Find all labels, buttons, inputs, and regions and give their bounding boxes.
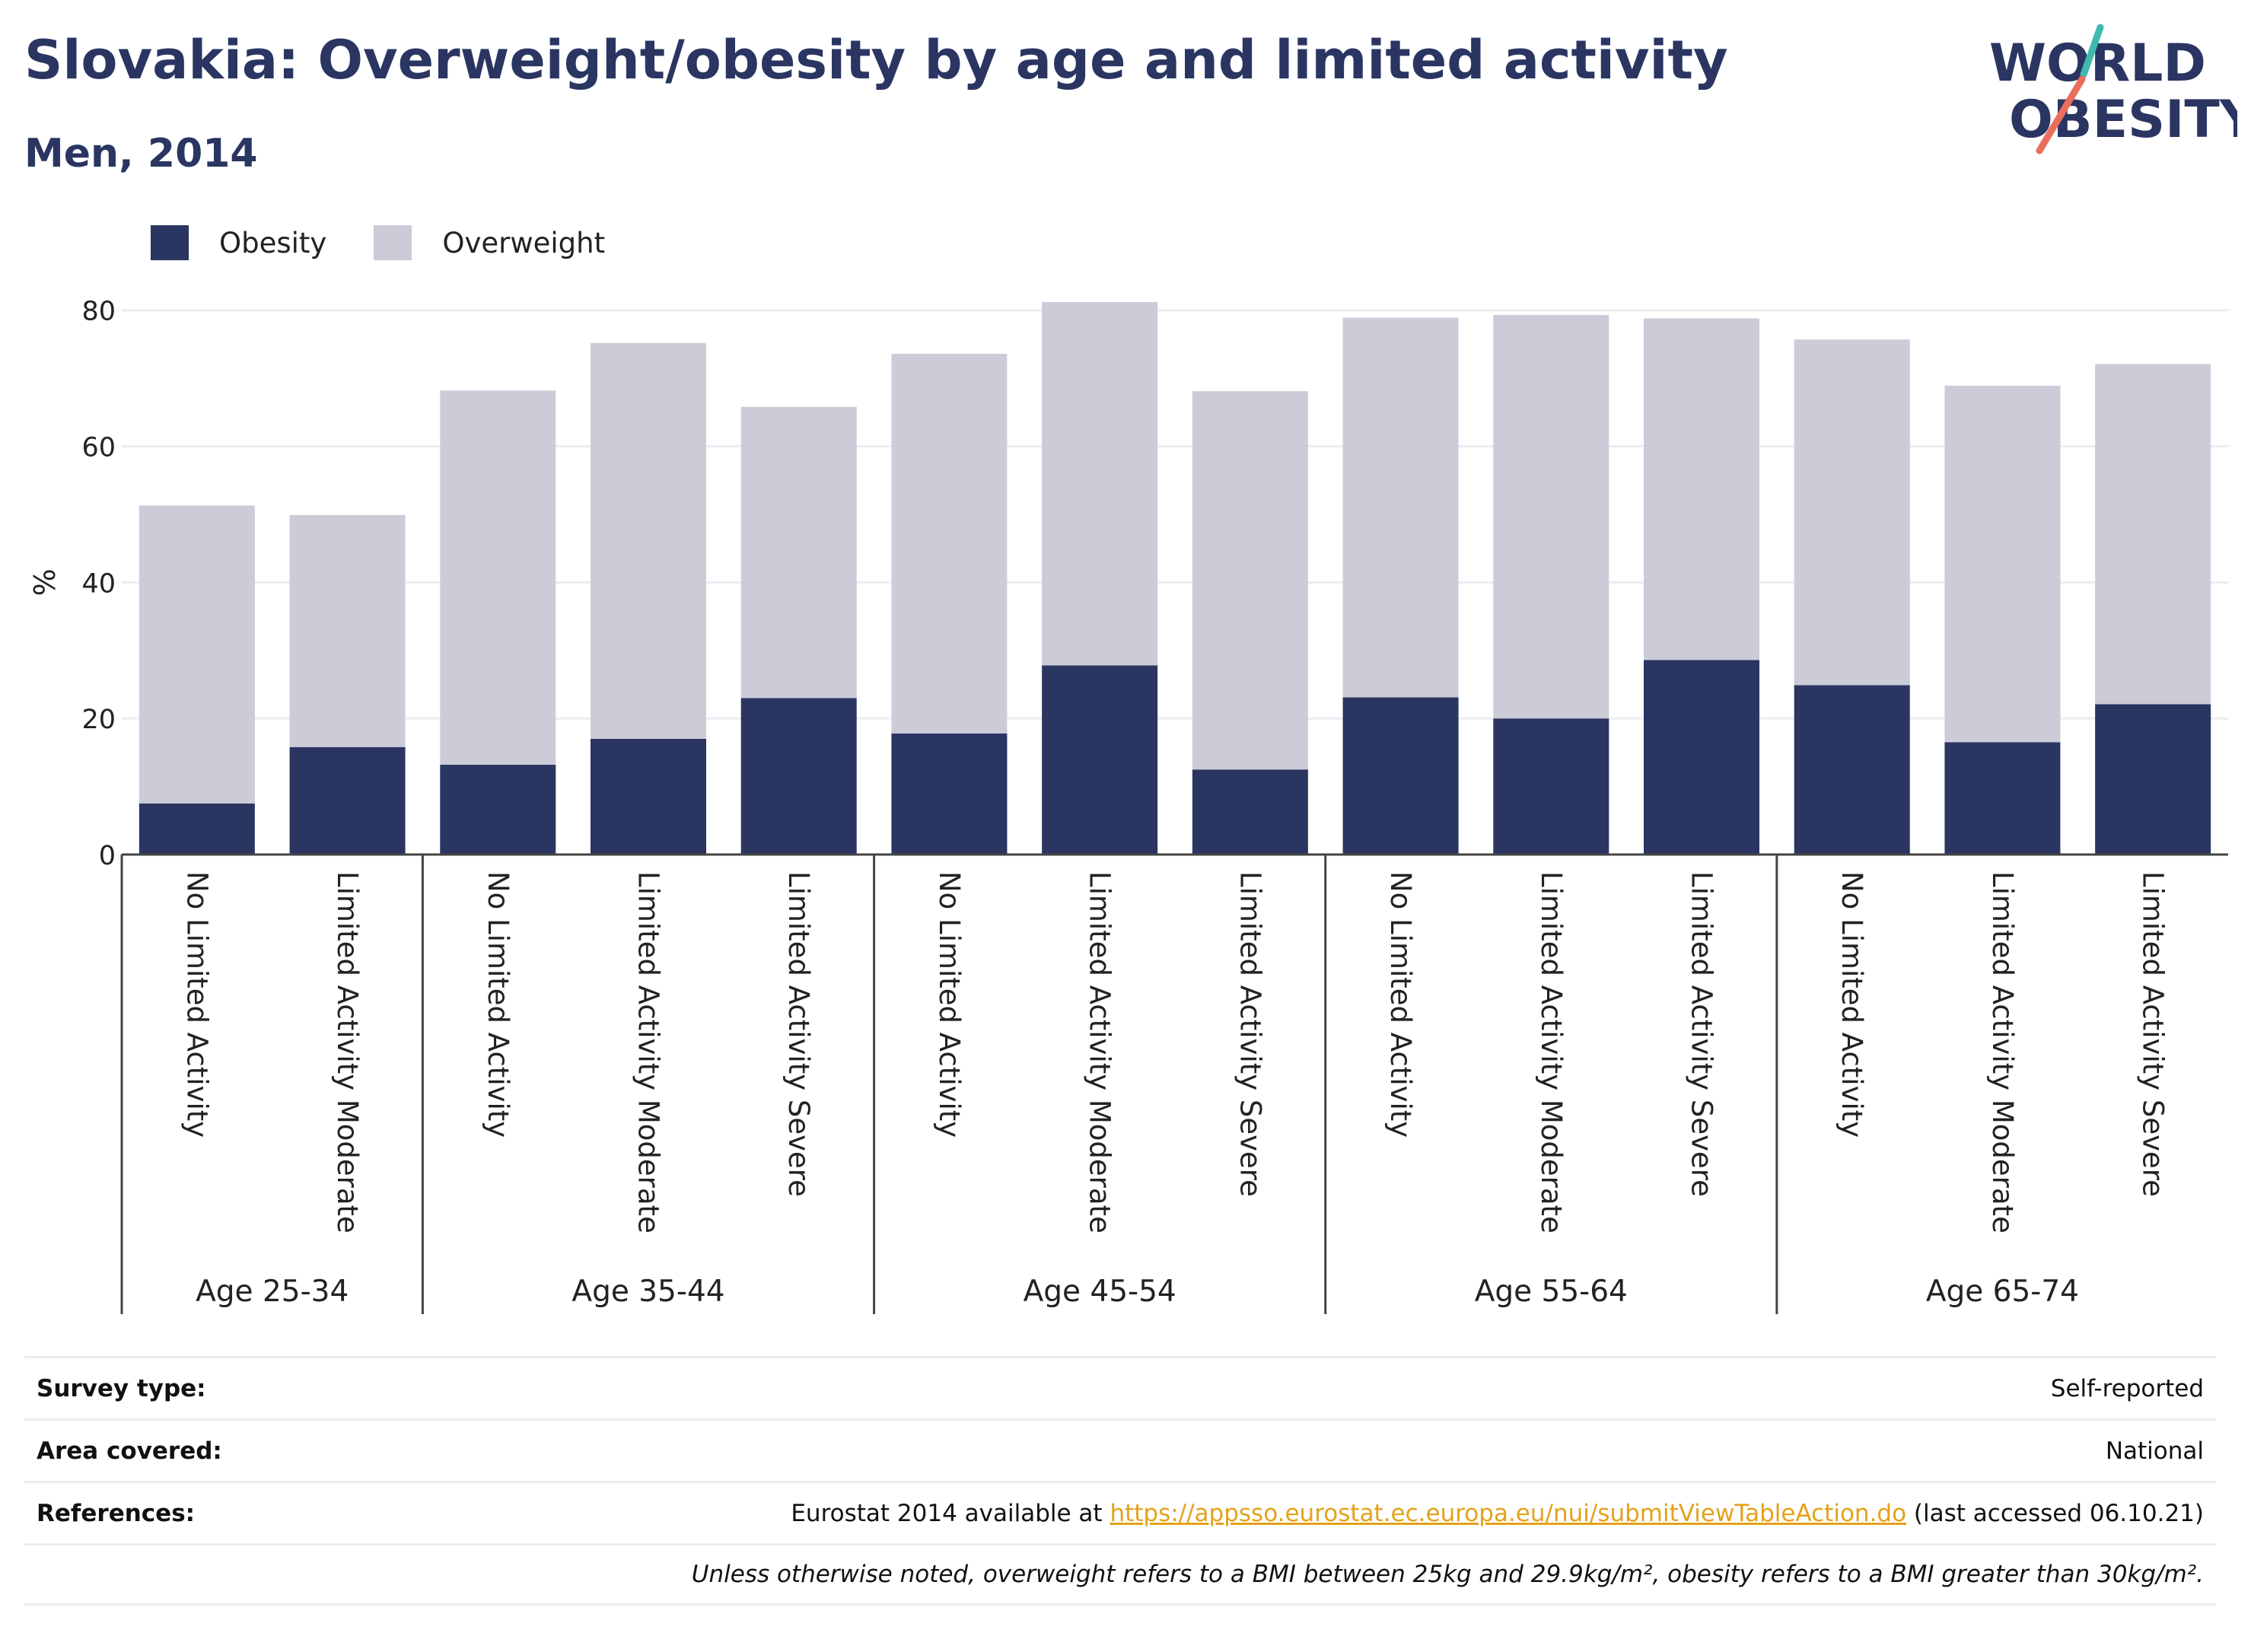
- bar-overweight: [138, 505, 255, 804]
- bar-overweight: [1042, 301, 1158, 666]
- bar-overweight: [740, 406, 857, 699]
- bar-overweight: [1794, 339, 1910, 686]
- references-prefix: Eurostat 2014 available at: [791, 1499, 1110, 1527]
- group-label: Age 45-54: [1024, 1275, 1176, 1309]
- legend-swatch-obesity: [151, 225, 189, 260]
- bar-obesity: [891, 733, 1008, 855]
- survey-type-label: Survey type:: [37, 1374, 206, 1402]
- x-tick-label: Limited Activity Moderate: [1084, 871, 1116, 1233]
- x-tick-label: No Limited Activity: [180, 871, 213, 1138]
- bar-overweight: [1944, 385, 2061, 743]
- y-tick-label: 80: [81, 297, 116, 327]
- bar-obesity: [1644, 660, 1759, 855]
- bar-overweight: [289, 514, 406, 747]
- bar-overweight: [1342, 317, 1459, 698]
- bar-obesity: [1192, 769, 1308, 855]
- chart-subtitle: Men, 2014: [24, 131, 258, 177]
- y-tick-label: 40: [81, 568, 116, 599]
- bar-obesity: [440, 764, 556, 855]
- logo-slash-coral: [2036, 75, 2086, 154]
- x-tick-label: No Limited Activity: [1836, 871, 1868, 1138]
- legend-item-overweight[interactable]: Overweight: [374, 225, 605, 260]
- y-tick-label: 0: [99, 841, 116, 871]
- bar-chart: 0 20 40 60 80% No Limited Activity Limited Act…: [28, 297, 2228, 1314]
- bar-overweight: [1644, 318, 1759, 660]
- bar-overweight: [440, 390, 556, 765]
- legend-item-obesity[interactable]: Obesity: [151, 225, 326, 260]
- y-tick-label: 20: [81, 705, 116, 735]
- bar-obesity: [1493, 718, 1609, 855]
- bar-overweight: [1192, 391, 1308, 770]
- bar-overweight: [891, 353, 1008, 734]
- bar-overweight: [1493, 314, 1609, 719]
- x-tick-label: No Limited Activity: [933, 871, 966, 1138]
- survey-type-value: Self-reported: [2050, 1374, 2204, 1402]
- group-label: Age 55-64: [1475, 1275, 1628, 1309]
- legend-label-overweight: Overweight: [442, 226, 606, 259]
- bmi-note: Unless otherwise noted, overweight refer…: [691, 1561, 2204, 1588]
- bar-obesity: [1794, 685, 1910, 855]
- info-row-note: Unless otherwise noted, overweight refer…: [24, 1543, 2216, 1606]
- area-covered-label: Area covered:: [37, 1437, 222, 1465]
- bar-obesity: [2095, 704, 2211, 855]
- x-tick-label: Limited Activity Moderate: [632, 871, 665, 1233]
- legend-swatch-overweight: [374, 225, 412, 260]
- bar-obesity: [1944, 742, 2061, 855]
- bar-obesity: [289, 746, 406, 855]
- world-obesity-logo: WORLD OBESITY: [1989, 24, 2237, 154]
- x-tick-label: Limited Activity Moderate: [331, 871, 364, 1233]
- bar-obesity: [1342, 697, 1459, 855]
- references-label: References:: [37, 1499, 196, 1527]
- info-row-area: Area covered: National: [24, 1418, 2216, 1481]
- group-label: Age 35-44: [572, 1275, 724, 1309]
- info-table: Survey type: Self-reported Area covered:…: [24, 1356, 2216, 1606]
- references-link[interactable]: https://appsso.eurostat.ec.europa.eu/nui…: [1110, 1499, 1907, 1527]
- legend-label-obesity: Obesity: [219, 226, 327, 259]
- x-tick-label: Limited Activity Moderate: [1986, 871, 2019, 1233]
- x-tick-label: No Limited Activity: [1384, 871, 1417, 1138]
- y-axis-label: %: [28, 568, 62, 596]
- area-covered-value: National: [2105, 1437, 2204, 1465]
- bar-overweight: [591, 342, 706, 739]
- bar-obesity: [740, 698, 857, 855]
- bar-overweight: [2095, 364, 2211, 705]
- legend: Obesity Overweight: [151, 225, 652, 260]
- x-tick-label: Limited Activity Severe: [782, 871, 815, 1197]
- x-tick-label: Limited Activity Moderate: [1535, 871, 1568, 1233]
- info-row-survey: Survey type: Self-reported: [24, 1356, 2216, 1418]
- x-tick-label: No Limited Activity: [482, 871, 514, 1138]
- references-suffix: (last accessed 06.10.21): [1906, 1499, 2204, 1527]
- info-row-references: References: Eurostat 2014 available at h…: [24, 1481, 2216, 1543]
- x-tick-label: Limited Activity Severe: [1686, 871, 1718, 1197]
- y-tick-label: 60: [81, 433, 116, 463]
- x-tick-label: Limited Activity Severe: [2137, 871, 2170, 1197]
- bar-obesity: [138, 803, 255, 855]
- x-tick-label: Limited Activity Severe: [1234, 871, 1266, 1197]
- chart-title: Slovakia: Overweight/obesity by age and …: [24, 29, 1728, 91]
- logo-slash-teal: [2080, 24, 2104, 78]
- bar-obesity: [591, 739, 706, 855]
- references-value: Eurostat 2014 available at https://appss…: [791, 1500, 2204, 1527]
- group-label: Age 25-34: [196, 1275, 349, 1309]
- group-label: Age 65-74: [1926, 1275, 2079, 1309]
- bar-obesity: [1042, 665, 1158, 855]
